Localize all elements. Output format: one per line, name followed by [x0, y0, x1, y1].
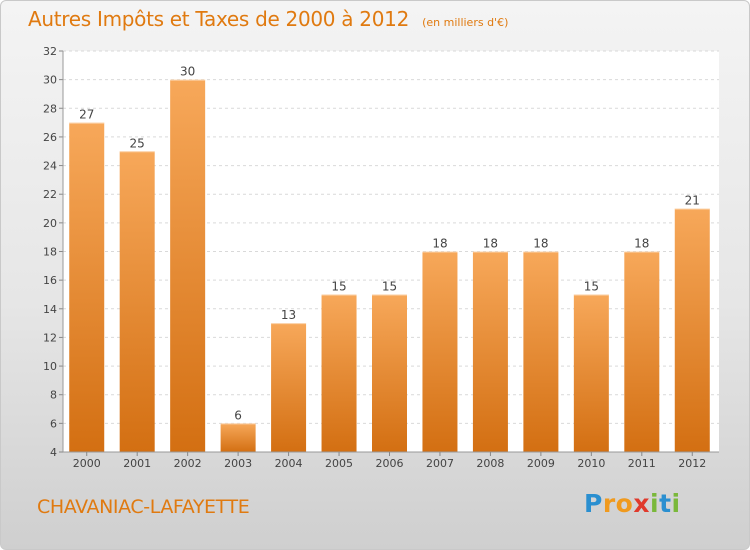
bar-value-label: 13 — [281, 308, 296, 322]
y-tick-label: 14 — [43, 303, 57, 316]
bar-value-label: 18 — [483, 237, 498, 251]
bar — [170, 79, 206, 453]
chart-title: Autres Impôts et Taxes de 2000 à 2012 — [28, 7, 409, 31]
logo-letter: t — [659, 489, 672, 518]
logo-letter: r — [602, 489, 616, 518]
bar — [69, 122, 105, 452]
y-tick-label: 22 — [43, 188, 57, 201]
x-tick-label: 2011 — [628, 457, 656, 470]
y-tick-label: 32 — [43, 45, 57, 58]
y-tick-label: 12 — [43, 331, 57, 344]
bar-value-label: 15 — [382, 279, 397, 293]
logo-letter: x — [633, 489, 650, 518]
bar — [220, 423, 256, 452]
logo-letter: P — [584, 489, 603, 518]
y-tick-label: 16 — [43, 274, 57, 287]
logo-letter: o — [615, 489, 634, 518]
proxiti-logo: Proxiti — [584, 489, 681, 518]
bar-value-label: 18 — [432, 237, 447, 251]
x-tick-label: 2006 — [376, 457, 404, 470]
bar — [271, 323, 307, 452]
bar — [573, 294, 609, 452]
bar-value-label: 18 — [533, 237, 548, 251]
bar — [321, 294, 357, 452]
y-tick-label: 26 — [43, 131, 57, 144]
y-tick-label: 20 — [43, 217, 57, 230]
bar-value-label: 15 — [331, 279, 346, 293]
x-tick-label: 2002 — [174, 457, 202, 470]
y-tick-label: 24 — [43, 160, 57, 173]
bar-value-label: 27 — [79, 108, 94, 122]
x-tick-label: 2005 — [325, 457, 353, 470]
y-tick-label: 4 — [50, 446, 57, 459]
bar — [523, 251, 559, 452]
chart-subtitle: (en milliers d'€) — [422, 16, 509, 29]
bar — [472, 251, 508, 452]
logo-letter: i — [671, 489, 681, 518]
bar — [624, 251, 660, 452]
bar-value-label: 25 — [130, 136, 145, 150]
y-tick-label: 30 — [43, 74, 57, 87]
x-tick-label: 2003 — [224, 457, 252, 470]
x-tick-label: 2009 — [527, 457, 555, 470]
bar-value-label: 6 — [234, 408, 242, 422]
commune-name: CHAVANIAC-LAFAYETTE — [37, 496, 250, 518]
logo-letter: i — [650, 489, 660, 518]
bar-value-label: 21 — [685, 194, 700, 208]
bar-value-label: 18 — [634, 237, 649, 251]
y-tick-label: 6 — [50, 417, 57, 430]
y-tick-label: 28 — [43, 102, 57, 115]
bar — [119, 151, 155, 452]
bar-value-label: 15 — [584, 279, 599, 293]
bar-value-label: 30 — [180, 65, 195, 79]
y-tick-label: 18 — [43, 246, 57, 259]
x-tick-label: 2004 — [275, 457, 303, 470]
x-tick-label: 2001 — [123, 457, 151, 470]
x-tick-label: 2008 — [476, 457, 504, 470]
bar — [372, 294, 407, 452]
y-tick-label: 10 — [43, 360, 57, 373]
chart-title-block: Autres Impôts et Taxes de 2000 à 2012 (e… — [28, 7, 508, 31]
x-tick-label: 2007 — [426, 457, 454, 470]
x-tick-label: 2010 — [577, 457, 605, 470]
x-tick-label: 2012 — [678, 457, 706, 470]
bar — [422, 251, 458, 452]
y-tick-label: 8 — [50, 389, 57, 402]
bar — [674, 208, 710, 452]
x-tick-label: 2000 — [73, 457, 101, 470]
